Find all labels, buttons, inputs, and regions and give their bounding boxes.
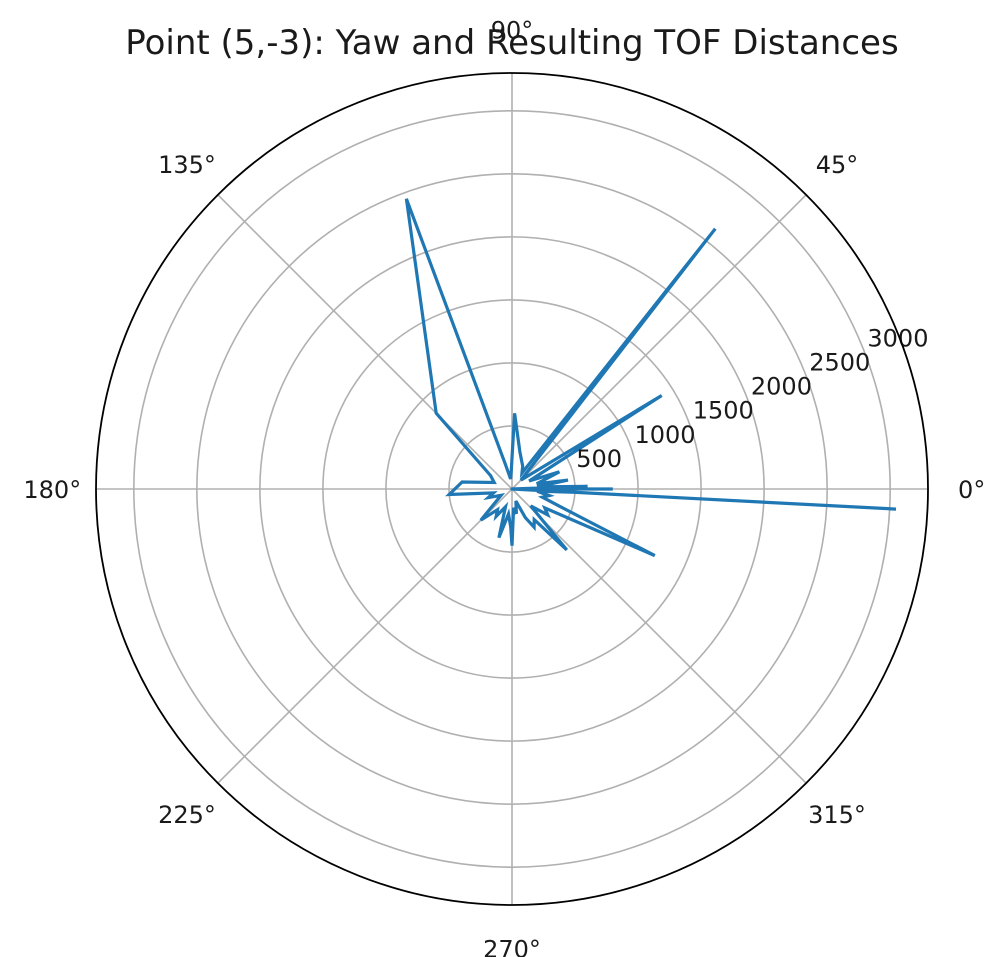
polar-frame <box>95 72 929 906</box>
angular-gridline-7 <box>511 488 807 784</box>
angle-tick-label-2: 90° <box>491 16 534 44</box>
radial-tick-label-1: 1000 <box>635 421 696 449</box>
angle-tick-label-0: 0° <box>958 476 985 504</box>
angle-tick-label-5: 225° <box>158 801 216 829</box>
angle-tick-labels: 0° 45° 90° 135° 180° 225° 270° 315° <box>23 16 985 957</box>
series-line-0 <box>404 198 897 558</box>
radial-tick-label-4: 2500 <box>809 348 870 376</box>
angle-tick-label-3: 135° <box>158 151 216 179</box>
radial-tick-label-2: 1500 <box>693 397 754 425</box>
angle-tick-label-7: 315° <box>808 801 866 829</box>
radial-tick-label-0: 500 <box>576 445 622 473</box>
angular-gridline-3 <box>217 194 513 490</box>
angular-gridline-5 <box>217 488 513 784</box>
angular-gridline-1 <box>511 194 807 490</box>
angle-tick-label-1: 45° <box>816 151 859 179</box>
chart-title: Point (5,-3): Yaw and Resulting TOF Dist… <box>125 23 898 63</box>
data-series <box>404 198 897 558</box>
radial-tick-label-3: 2000 <box>751 373 812 401</box>
angle-tick-label-4: 180° <box>23 476 81 504</box>
angle-tick-label-6: 270° <box>483 936 541 957</box>
radial-tick-label-5: 3000 <box>867 324 928 352</box>
